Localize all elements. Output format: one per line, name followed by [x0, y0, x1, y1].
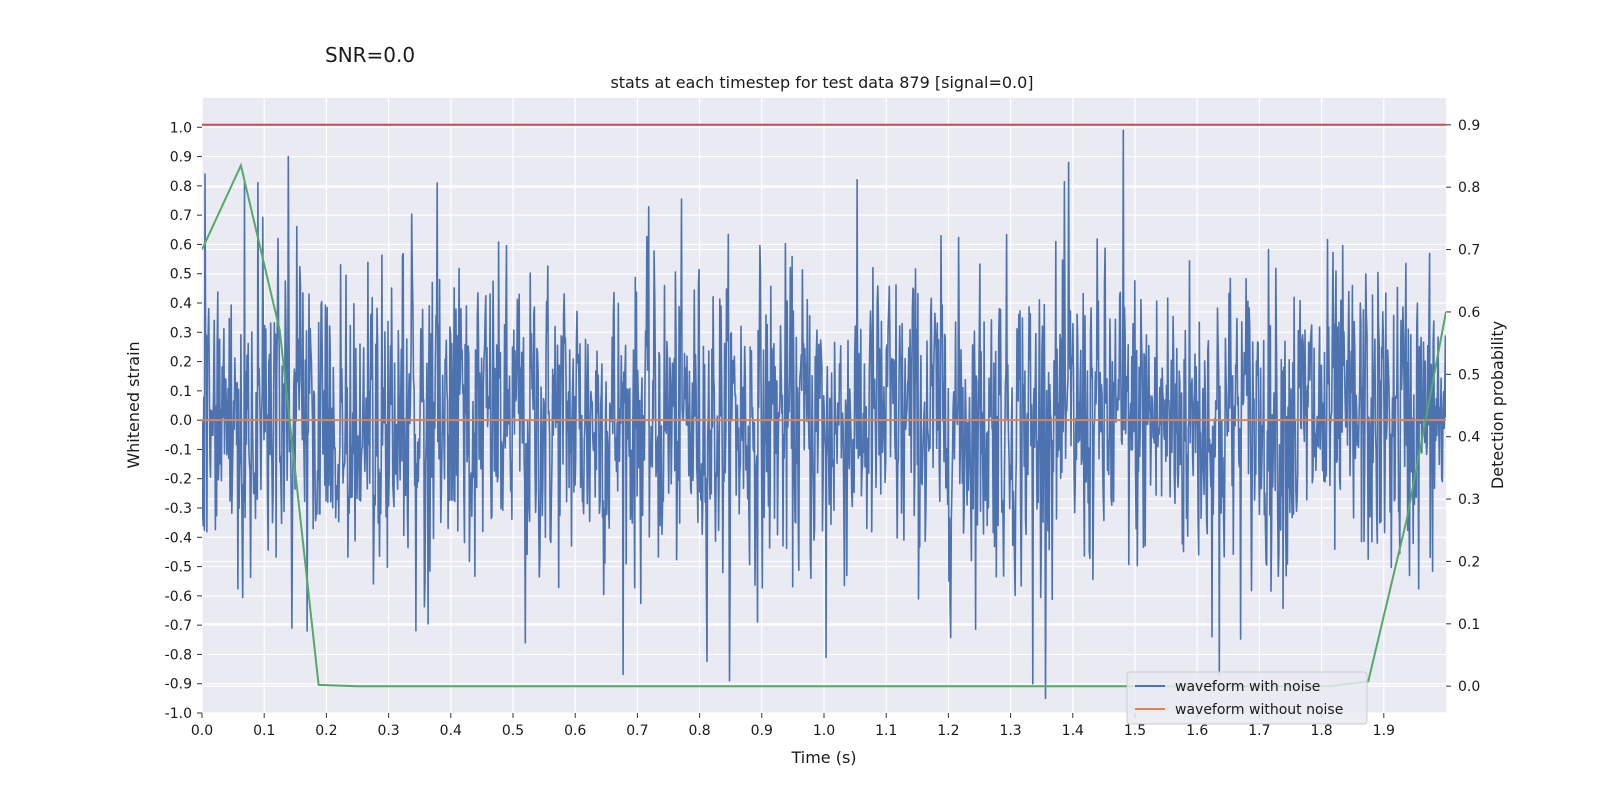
x-tick-label: 0.3: [377, 723, 399, 739]
x-tick-label: 1.4: [1062, 723, 1084, 739]
y-axis-right-ticks: 0.0 0.1 0.2 0.3 0.4 0.5 0.6 0.7 0.8 0.9: [1446, 118, 1480, 695]
x-tick-label: 0.2: [315, 723, 337, 739]
series-waveform-with-noise: [202, 129, 1446, 700]
x-tick-label: 1.6: [1186, 723, 1208, 739]
y-tick-label: 0.9: [170, 150, 192, 166]
y2-tick-label: 0.2: [1458, 554, 1480, 570]
x-tick-label: 1.2: [937, 723, 959, 739]
x-tick-label: 1.0: [813, 723, 835, 739]
x-tick-label: 0.5: [502, 723, 524, 739]
y-tick-label: 0.5: [170, 267, 192, 283]
x-tick-label: 1.1: [875, 723, 897, 739]
y-tick-label: -0.1: [165, 442, 192, 458]
y-tick-label: 0.4: [170, 296, 192, 312]
y-tick-label: -1.0: [165, 706, 192, 722]
y-tick-label: 0.7: [170, 208, 192, 224]
y2-tick-label: 0.5: [1458, 367, 1480, 383]
y-tick-label: -0.9: [165, 677, 192, 693]
legend-label-noise: waveform with noise: [1175, 679, 1320, 695]
y2-tick-label: 0.9: [1458, 118, 1480, 134]
x-tick-label: 0.9: [751, 723, 773, 739]
y2-tick-label: 0.7: [1458, 243, 1480, 259]
y-tick-label: -0.5: [165, 560, 192, 576]
x-tick-label: 0.4: [440, 723, 462, 739]
y-tick-label: -0.8: [165, 647, 192, 663]
y2-tick-label: 0.0: [1458, 679, 1480, 695]
y-tick-label: 0.0: [170, 413, 192, 429]
y2-tick-label: 0.8: [1458, 180, 1480, 196]
x-tick-label: 0.7: [626, 723, 648, 739]
legend-label-clean: waveform without noise: [1175, 702, 1343, 718]
x-tick-label: 1.9: [1373, 723, 1395, 739]
y-tick-label: 0.1: [170, 384, 192, 400]
x-tick-label: 0.8: [688, 723, 710, 739]
y-axis-label: Whitened strain: [124, 341, 143, 468]
y-tick-label: -0.7: [165, 618, 192, 634]
figure-suptitle: SNR=0.0: [325, 43, 415, 67]
x-tick-label: 1.8: [1310, 723, 1332, 739]
y-axis-right-label: Detection probability: [1488, 321, 1507, 489]
y-axis-left-ticks: -1.0 -0.9 -0.8 -0.7 -0.6 -0.5 -0.4 -0.3 -0.2 -0.1…: [165, 120, 202, 722]
y-tick-label: 1.0: [170, 120, 192, 136]
x-axis-label: Time (s): [790, 748, 856, 767]
x-tick-label: 1.3: [999, 723, 1021, 739]
series-detection-probability: [202, 162, 1446, 688]
y2-tick-label: 0.1: [1458, 617, 1480, 633]
x-tick-label: 0.6: [564, 723, 586, 739]
y-tick-label: -0.3: [165, 501, 192, 517]
x-tick-label: 0.1: [253, 723, 275, 739]
y-tick-label: -0.6: [165, 589, 192, 605]
y2-tick-label: 0.6: [1458, 305, 1480, 321]
y2-tick-label: 0.3: [1458, 492, 1480, 508]
y-tick-label: 0.2: [170, 355, 192, 371]
y-tick-label: -0.2: [165, 472, 192, 488]
x-axis-ticks: 0.0 0.1 0.2 0.3 0.4 0.5 0.6 0.7 0.8 0.9 1.0 1.1 1.2 1…: [191, 713, 1395, 739]
x-tick-label: 1.7: [1248, 723, 1270, 739]
y-tick-label: 0.6: [170, 237, 192, 253]
x-tick-label: 0.0: [191, 723, 213, 739]
y2-tick-label: 0.4: [1458, 430, 1480, 446]
legend: waveform with noise waveform without noi…: [1126, 671, 1368, 725]
y-tick-label: 0.3: [170, 325, 192, 341]
y-tick-label: -0.4: [165, 530, 192, 546]
chart-title: stats at each timestep for test data 879…: [610, 73, 1033, 92]
legend-box: [1126, 671, 1368, 725]
x-tick-label: 1.5: [1124, 723, 1146, 739]
y-tick-label: 0.8: [170, 179, 192, 195]
